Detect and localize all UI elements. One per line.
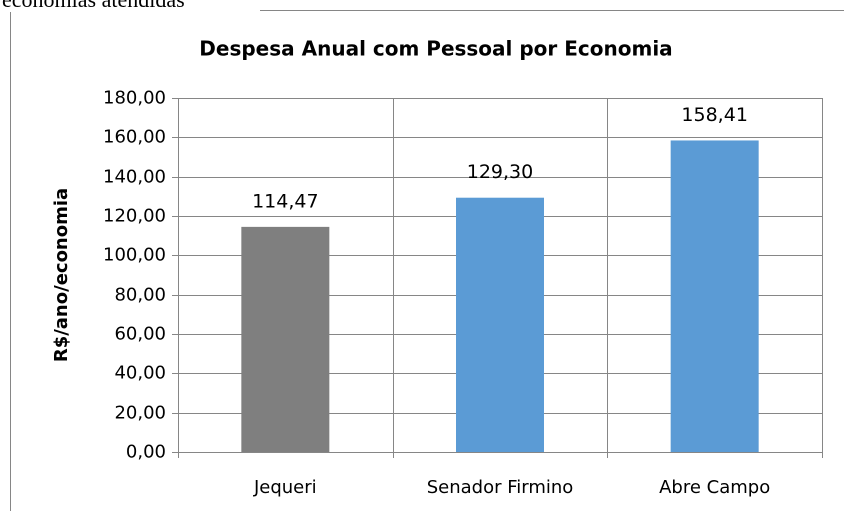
y-tick-label: 0,00 <box>126 442 166 463</box>
bar <box>241 226 330 452</box>
header-text: economias atendidas <box>2 0 185 12</box>
bar <box>670 140 759 452</box>
y-axis-label: R$/ano/economia <box>51 188 72 362</box>
x-tick-label: Jequeri <box>253 477 317 498</box>
value-label: 129,30 <box>467 161 533 183</box>
header-background <box>0 0 260 12</box>
y-tick-label: 140,00 <box>103 167 166 188</box>
y-tick-label: 40,00 <box>114 363 166 384</box>
value-label: 158,41 <box>681 104 747 126</box>
y-tick-label: 80,00 <box>114 285 166 306</box>
y-tick-label: 120,00 <box>103 206 166 227</box>
value-label: 114,47 <box>252 190 318 212</box>
y-tick-label: 180,00 <box>103 88 166 109</box>
x-tick-label: Abre Campo <box>659 477 770 498</box>
y-tick-label: 60,00 <box>114 324 166 345</box>
bar <box>456 197 544 452</box>
x-tick-label: Senador Firmino <box>427 477 574 498</box>
y-tick-label: 100,00 <box>103 245 166 266</box>
chart-title: Despesa Anual com Pessoal por Economia <box>199 37 672 61</box>
y-tick-label: 20,00 <box>114 403 166 424</box>
y-tick-label: 160,00 <box>103 127 166 148</box>
